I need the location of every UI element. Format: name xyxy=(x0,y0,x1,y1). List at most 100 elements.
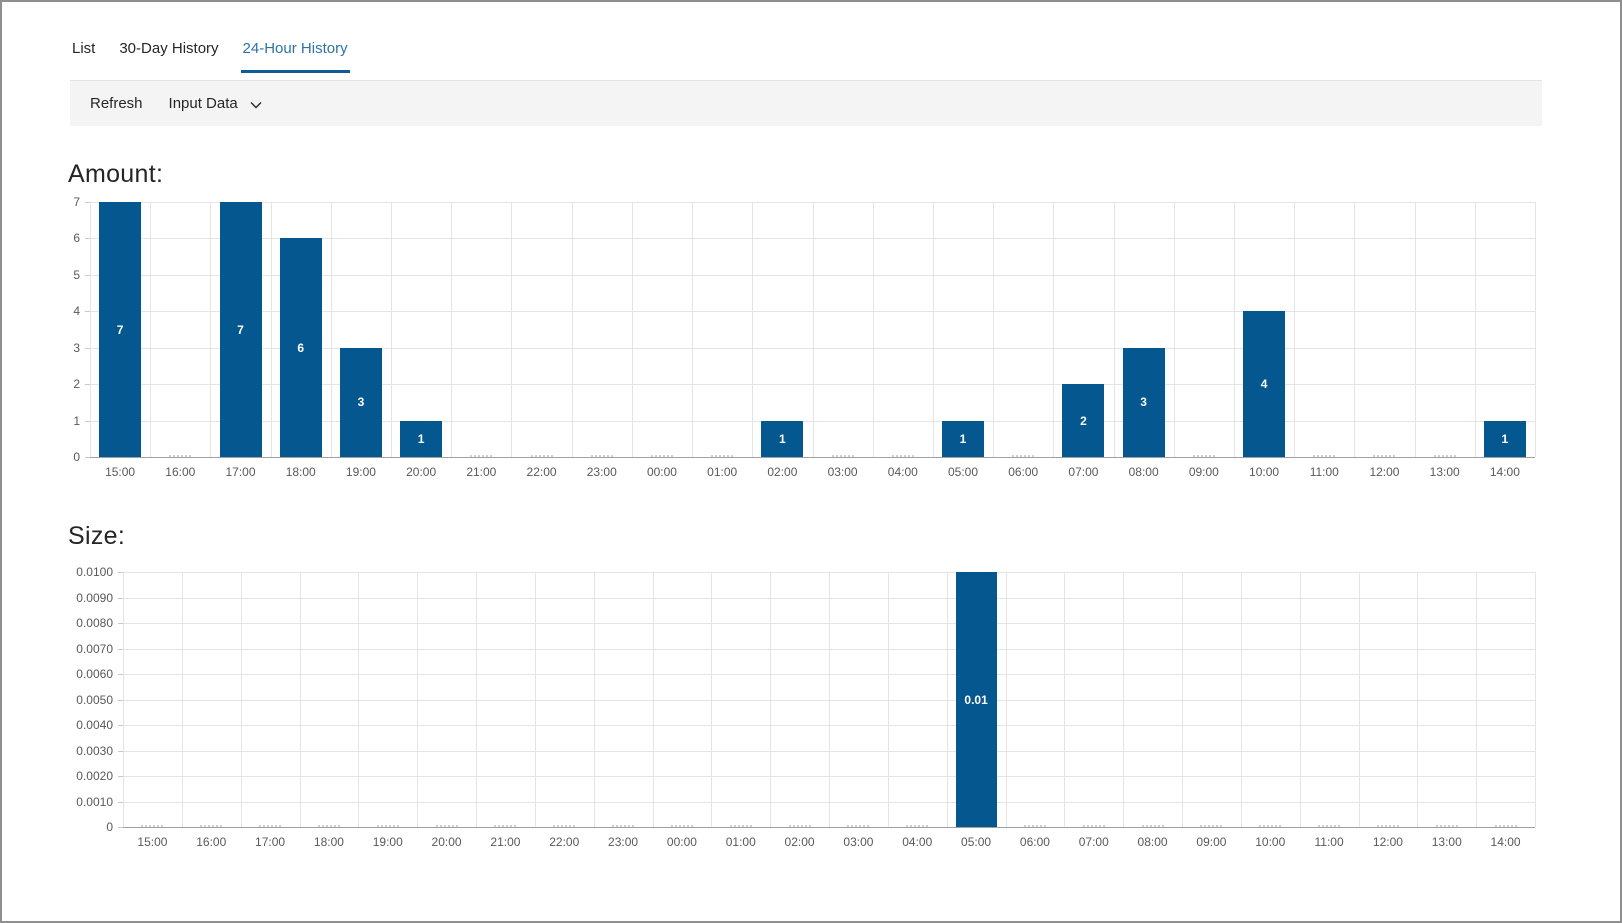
x-tick-label: 20:00 xyxy=(406,465,437,479)
gridline-horizontal xyxy=(90,274,1535,276)
gridline-vertical xyxy=(1354,202,1356,457)
bar-05:00[interactable] xyxy=(942,420,985,457)
bar-05:00[interactable] xyxy=(955,572,997,827)
zero-value-marker xyxy=(470,455,493,457)
x-tick-label: 09:00 xyxy=(1188,465,1219,479)
y-axis-tick xyxy=(118,623,123,624)
zero-value-marker xyxy=(1023,825,1046,827)
y-axis-tick xyxy=(118,801,123,803)
x-tick-label: 08:00 xyxy=(1128,465,1159,479)
bar-18:00[interactable] xyxy=(279,238,322,457)
tab-24-hour-history[interactable]: 24-Hour History xyxy=(240,40,350,73)
gridline-vertical xyxy=(1474,202,1476,457)
zero-value-marker xyxy=(435,825,458,827)
x-tick-label: 22:00 xyxy=(526,465,557,479)
tab-list[interactable]: List xyxy=(72,40,96,57)
bar-02:00[interactable] xyxy=(761,420,804,457)
zero-value-marker xyxy=(317,825,340,827)
x-tick-label: 10:00 xyxy=(1255,835,1286,849)
toolbar: Refresh Input Data xyxy=(70,80,1542,126)
bar-value-label: 1 xyxy=(779,431,786,446)
zero-value-marker xyxy=(847,825,870,827)
bar-10:00[interactable] xyxy=(1243,311,1286,457)
gridline-horizontal xyxy=(123,776,1535,777)
bar-08:00[interactable] xyxy=(1122,347,1165,457)
zero-value-marker xyxy=(494,825,517,827)
y-tick-label: 0.0040 xyxy=(76,718,113,732)
bar-value-label: 7 xyxy=(116,322,124,337)
x-tick-label: 02:00 xyxy=(767,465,798,479)
y-axis-tick xyxy=(118,776,123,777)
zero-value-marker xyxy=(1082,825,1105,827)
y-tick-label: 0.0050 xyxy=(76,692,113,707)
y-axis-tick xyxy=(118,572,123,573)
x-tick-label: 03:00 xyxy=(827,465,858,479)
x-tick-label: 03:00 xyxy=(843,835,874,849)
y-axis-tick xyxy=(85,238,90,240)
gridline-vertical xyxy=(1414,202,1416,457)
y-tick-label: 5 xyxy=(73,267,80,282)
refresh-button[interactable]: Refresh xyxy=(90,95,143,112)
gridline-horizontal xyxy=(123,623,1535,624)
bar-value-label: 4 xyxy=(1260,377,1268,392)
size-chart-title: Size: xyxy=(68,521,126,550)
bar-20:00[interactable] xyxy=(400,420,443,457)
bar-value-label: 7 xyxy=(237,322,244,337)
x-tick-label: 08:00 xyxy=(1137,835,1168,849)
x-axis-line xyxy=(90,457,1535,458)
x-tick-label: 05:00 xyxy=(961,835,992,849)
zero-value-marker xyxy=(1373,455,1396,457)
y-axis-tick xyxy=(85,311,90,313)
bar-07:00[interactable] xyxy=(1062,384,1105,457)
input-data-button[interactable]: Input Data xyxy=(169,95,264,113)
x-tick-label: 21:00 xyxy=(490,835,521,849)
x-tick-label: 18:00 xyxy=(313,835,344,849)
zero-value-marker xyxy=(530,455,553,457)
zero-value-marker xyxy=(670,825,693,827)
x-tick-label: 12:00 xyxy=(1369,465,1400,479)
zero-value-marker xyxy=(831,455,854,457)
y-tick-label: 0.0030 xyxy=(76,743,113,758)
zero-value-marker xyxy=(1435,825,1458,827)
x-tick-label: 21:00 xyxy=(466,465,497,479)
x-tick-label: 10:00 xyxy=(1249,465,1280,479)
y-axis-tick xyxy=(118,725,123,726)
gridline-vertical xyxy=(270,202,272,457)
zero-value-marker xyxy=(1376,825,1399,827)
y-tick-label: 2 xyxy=(73,377,80,392)
zero-value-marker xyxy=(1192,455,1215,457)
x-tick-label: 20:00 xyxy=(431,835,462,849)
y-axis-tick xyxy=(118,827,123,828)
bar-15:00[interactable] xyxy=(99,202,142,457)
y-tick-label: 0.0090 xyxy=(76,590,113,605)
x-tick-label: 14:00 xyxy=(1489,465,1520,479)
amount-chart: 0 1 2 3 4 5 6 7 7 15:00 16:00 7 17:00 6 18:00 3 19:00 1 20… xyxy=(2,187,1620,492)
bar-17:00[interactable] xyxy=(219,202,262,457)
gridline-vertical xyxy=(872,202,874,457)
input-data-button-label: Input Data xyxy=(168,95,238,112)
gridline-vertical xyxy=(993,202,995,457)
x-tick-label: 07:00 xyxy=(1068,465,1099,479)
zero-value-marker xyxy=(1433,455,1456,457)
tab-30-day-history[interactable]: 30-Day History xyxy=(119,40,219,57)
x-tick-label: 01:00 xyxy=(707,465,738,479)
x-tick-label: 09:00 xyxy=(1196,835,1227,849)
zero-value-marker xyxy=(1259,825,1282,827)
x-tick-label: 11:00 xyxy=(1309,465,1339,479)
y-tick-label: 7 xyxy=(73,195,80,209)
x-tick-label: 16:00 xyxy=(165,465,196,479)
x-tick-label: 14:00 xyxy=(1490,835,1521,849)
x-tick-label: 04:00 xyxy=(902,835,933,849)
x-tick-label: 06:00 xyxy=(1008,465,1039,479)
gridline-horizontal xyxy=(90,238,1535,240)
gridline-vertical xyxy=(571,202,573,457)
tab-bar: List 30-Day History 24-Hour History xyxy=(70,40,350,73)
amount-chart-title: Amount: xyxy=(68,159,164,188)
bar-14:00[interactable] xyxy=(1483,420,1526,457)
gridline-vertical xyxy=(330,202,332,457)
chevron-down-icon xyxy=(248,97,264,113)
bar-19:00[interactable] xyxy=(339,347,382,457)
gridline-vertical xyxy=(1294,202,1296,457)
x-tick-label: 19:00 xyxy=(345,465,376,479)
